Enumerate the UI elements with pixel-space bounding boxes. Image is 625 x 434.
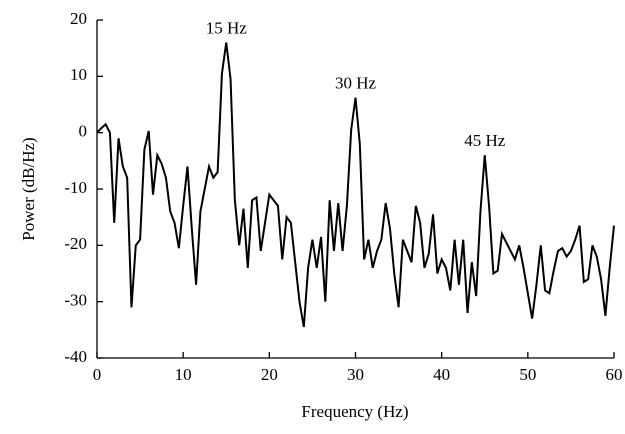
x-tick-label: 20 bbox=[261, 365, 278, 384]
x-tick-label: 40 bbox=[433, 365, 450, 384]
y-tick-label: 0 bbox=[79, 122, 88, 141]
series-line bbox=[96, 42, 615, 328]
x-tick-label: 10 bbox=[175, 365, 192, 384]
peak-annotation: 30 Hz bbox=[335, 74, 377, 93]
x-axis-label: Frequency (Hz) bbox=[301, 402, 408, 421]
y-tick-label: -20 bbox=[64, 234, 87, 253]
y-tick-label: -30 bbox=[64, 291, 87, 310]
x-tick-label: 30 bbox=[347, 365, 364, 384]
x-tick-label: 0 bbox=[93, 365, 102, 384]
peak-annotation: 45 Hz bbox=[464, 131, 506, 150]
x-tick-label: 50 bbox=[519, 365, 536, 384]
y-tick-label: -10 bbox=[64, 178, 87, 197]
x-tick-label: 60 bbox=[606, 365, 623, 384]
y-tick-label: 10 bbox=[70, 65, 87, 84]
y-tick-label: -40 bbox=[64, 347, 87, 366]
y-tick-label: 20 bbox=[70, 9, 87, 28]
y-axis-label: Power (dB/Hz) bbox=[19, 137, 38, 240]
peak-annotation: 15 Hz bbox=[206, 18, 248, 37]
